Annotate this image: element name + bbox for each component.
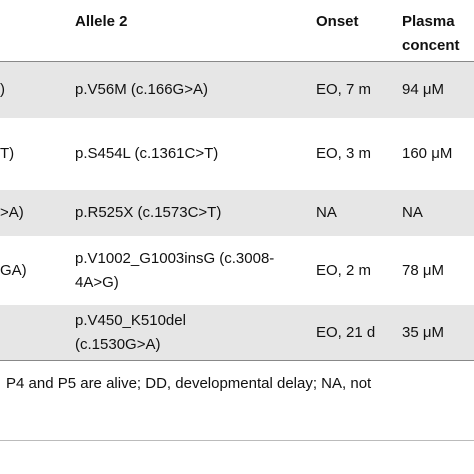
table-cell: EO, 7 m <box>316 81 372 98</box>
table-cell: 35 μM <box>402 323 444 341</box>
header-row: Allele 2 Onset Plasma concent <box>0 0 474 62</box>
table-row: >A) p.R525X (c.1573C>T) NA NA <box>0 190 474 236</box>
table-cell: GA) <box>0 261 27 279</box>
table-row: T) p.S454L (c.1361C>T) EO, 3 m 160 μM <box>0 118 474 190</box>
table-cell: T) <box>0 145 15 162</box>
table-cell: p.S454L (c.1361C>T) <box>75 145 219 162</box>
table-cell: p.V1002_G1003insG (c.3008-4A>G) <box>75 249 275 291</box>
table-cell: 160 μM <box>402 145 453 162</box>
table-row: p.V450_K510del (c.1530G>A) EO, 21 d 35 μM <box>0 305 474 360</box>
footnote-rule <box>0 440 474 441</box>
table-cell: p.V450_K510del (c.1530G>A) <box>75 312 186 353</box>
table-row: ) p.V56M (c.166G>A) EO, 7 m 94 μM <box>0 62 474 118</box>
table-cell: EO, 2 m <box>316 261 372 279</box>
bottom-rule <box>0 360 474 361</box>
header-cell: Onset <box>316 13 359 30</box>
table-cell: NA <box>316 204 337 221</box>
header-cell: Plasma concent <box>402 13 460 54</box>
table-cell: NA <box>402 204 423 221</box>
table-cell: EO, 3 m <box>316 145 372 162</box>
table-row: GA) p.V1002_G1003insG (c.3008-4A>G) EO, 2 … <box>0 236 474 305</box>
table-cell: >A) <box>0 204 24 221</box>
table-cell: 78 μM <box>402 261 444 279</box>
table-cell: 94 μM <box>402 81 444 98</box>
header-cell: Allele 2 <box>75 13 128 30</box>
table-cell: EO, 21 d <box>316 323 376 341</box>
table-cell: ) <box>0 81 5 98</box>
header-rule <box>0 61 474 62</box>
footnote: P4 and P5 are alive; DD, developmental d… <box>6 375 372 392</box>
table-cell: p.R525X (c.1573C>T) <box>75 204 222 221</box>
table-cell: p.V56M (c.166G>A) <box>75 81 208 98</box>
